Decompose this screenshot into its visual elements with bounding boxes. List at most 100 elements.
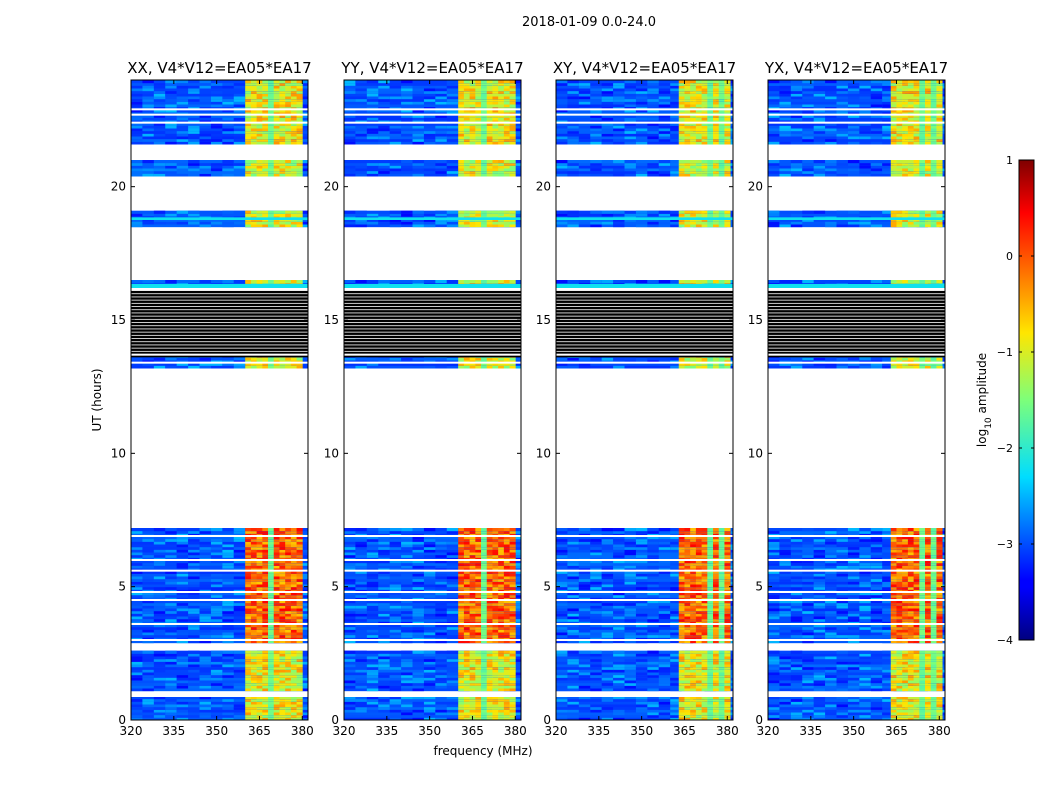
noise-cell bbox=[378, 610, 390, 614]
noise-cell bbox=[188, 221, 200, 225]
band-cell bbox=[475, 581, 482, 585]
noise-cell bbox=[142, 613, 154, 617]
noise-cell bbox=[515, 536, 521, 540]
band-cell bbox=[250, 565, 258, 569]
noise-row bbox=[131, 568, 308, 572]
band-cell bbox=[724, 682, 731, 686]
band-cell bbox=[469, 360, 476, 364]
band-cell bbox=[268, 128, 275, 132]
band-cell bbox=[469, 93, 476, 97]
band-cell bbox=[509, 640, 516, 644]
noise-cell bbox=[188, 594, 200, 598]
band-cell bbox=[503, 712, 510, 716]
band-cell bbox=[279, 133, 286, 137]
noise-cell bbox=[302, 600, 308, 604]
noise-cell bbox=[302, 594, 308, 598]
band-cell bbox=[486, 608, 493, 612]
band-cell bbox=[250, 602, 258, 606]
band-cell bbox=[279, 674, 286, 678]
band-cell bbox=[262, 98, 269, 102]
band-cell bbox=[684, 701, 691, 705]
band-cell bbox=[498, 224, 505, 228]
band-cell bbox=[486, 138, 493, 142]
band-cell bbox=[509, 357, 516, 361]
band-cell bbox=[492, 576, 499, 580]
band-cell bbox=[503, 160, 510, 164]
band-cell bbox=[509, 586, 516, 590]
band-cell bbox=[469, 586, 476, 590]
band-cell bbox=[268, 624, 275, 628]
band-cell bbox=[262, 546, 269, 550]
band-cell bbox=[481, 704, 488, 708]
band-cell bbox=[256, 650, 263, 654]
band-cell bbox=[458, 168, 465, 172]
noise-cell bbox=[344, 613, 356, 617]
band-cell bbox=[458, 533, 465, 537]
band-cell bbox=[245, 536, 252, 540]
band-cell bbox=[290, 170, 297, 174]
noise-cell bbox=[601, 698, 614, 702]
noise-cell bbox=[556, 650, 568, 654]
noise-cell bbox=[412, 594, 424, 598]
noise-cell bbox=[401, 610, 413, 614]
band-cell bbox=[250, 562, 258, 566]
x-tick-label: 380 bbox=[291, 724, 314, 738]
noise-cell bbox=[210, 634, 223, 638]
band-cell bbox=[707, 677, 714, 681]
band-cell bbox=[296, 82, 303, 86]
band-cell bbox=[279, 552, 286, 556]
band-cell bbox=[290, 666, 297, 670]
band-cell bbox=[486, 213, 493, 217]
band-cell bbox=[498, 626, 505, 630]
band-cell bbox=[475, 122, 482, 126]
noise-cell bbox=[378, 528, 390, 532]
noise-cell bbox=[344, 210, 356, 214]
band-cell bbox=[296, 125, 303, 129]
noise-cell bbox=[355, 586, 367, 590]
noise-cell bbox=[302, 677, 308, 681]
noise-cell bbox=[515, 138, 521, 142]
band-cell bbox=[296, 685, 303, 689]
flagged-row bbox=[344, 290, 521, 294]
band-cell bbox=[486, 82, 493, 86]
band-cell bbox=[458, 565, 465, 569]
band-cell bbox=[509, 629, 516, 633]
band-cell bbox=[273, 85, 280, 89]
band-cell bbox=[509, 280, 516, 284]
flagged-row bbox=[344, 335, 521, 339]
flagged-row bbox=[344, 348, 521, 351]
noise-cell bbox=[165, 109, 177, 113]
band-cell bbox=[678, 661, 685, 665]
noise-cell bbox=[423, 637, 436, 641]
noise-cell bbox=[435, 602, 447, 606]
noise-cell bbox=[389, 560, 402, 564]
noise-cell bbox=[302, 661, 308, 665]
band-cell bbox=[290, 218, 297, 222]
band-cell bbox=[503, 704, 510, 708]
noise-cell bbox=[635, 661, 648, 665]
band-cell bbox=[463, 682, 471, 686]
band-cell bbox=[256, 533, 263, 537]
noise-cell bbox=[199, 597, 211, 601]
band-cell bbox=[458, 698, 465, 702]
band-cell bbox=[296, 549, 303, 553]
band-cell bbox=[481, 117, 488, 121]
band-cell bbox=[296, 688, 303, 692]
noise-cell bbox=[378, 570, 390, 574]
band-cell bbox=[279, 106, 286, 110]
band-cell bbox=[296, 706, 303, 710]
noise-cell bbox=[412, 210, 424, 214]
noise-cell bbox=[199, 616, 211, 620]
band-cell bbox=[458, 360, 465, 364]
band-cell bbox=[285, 88, 292, 92]
band-cell bbox=[509, 634, 516, 638]
band-cell bbox=[498, 696, 505, 700]
band-cell bbox=[690, 696, 697, 700]
band-cell bbox=[458, 688, 465, 692]
band-cell bbox=[486, 629, 493, 633]
band-cell bbox=[475, 602, 482, 606]
band-cell bbox=[469, 704, 476, 708]
noise-cell bbox=[302, 568, 308, 572]
noise-cell bbox=[355, 610, 367, 614]
noise-cell bbox=[624, 666, 636, 670]
